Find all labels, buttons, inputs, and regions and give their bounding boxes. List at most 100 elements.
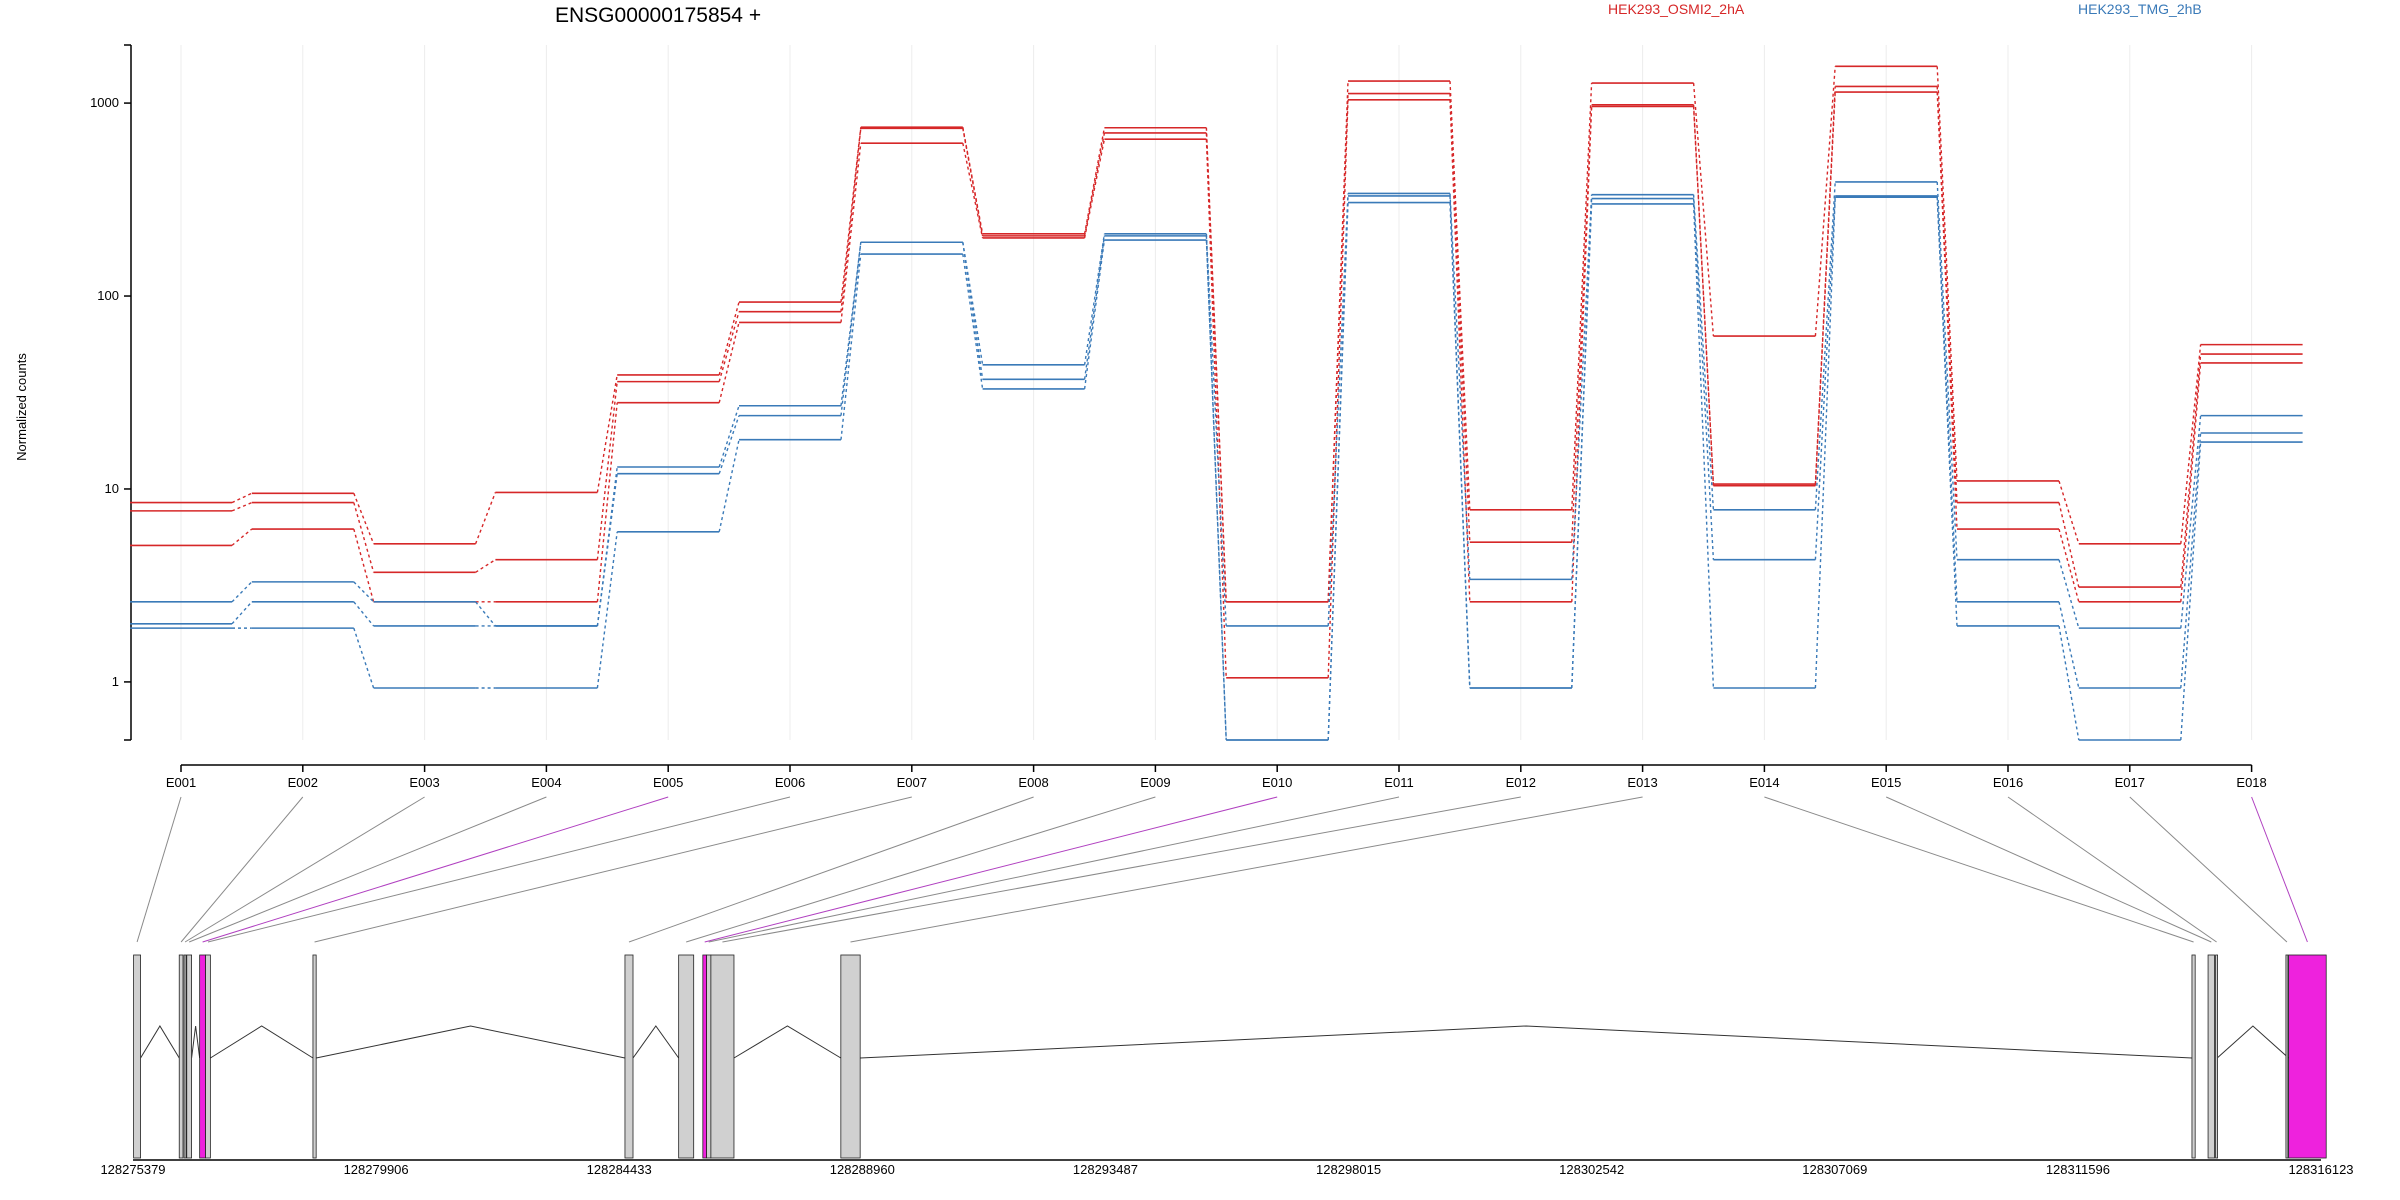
data-connector [1449, 99, 1471, 602]
x-tick-label: E017 [2115, 775, 2145, 790]
data-connector [962, 242, 984, 380]
data-connector [718, 301, 740, 376]
gene-model [133, 954, 2327, 1159]
data-connector [475, 559, 496, 573]
data-connector [1083, 233, 1106, 365]
exon-connector [2129, 796, 2288, 943]
x-tick-label: E013 [1627, 775, 1657, 790]
data-connector [2180, 354, 2202, 588]
genomic-tick-label: 128302542 [1559, 1162, 1624, 1177]
x-tick-label: E014 [1749, 775, 1779, 790]
x-tick-label: E001 [166, 775, 196, 790]
exon-box [2215, 954, 2218, 1159]
exon-box [710, 954, 735, 1159]
genomic-tick-label: 128284433 [587, 1162, 652, 1177]
data-connector [1449, 81, 1471, 510]
x-tick-label: E010 [1262, 775, 1292, 790]
exon-box [2285, 954, 2289, 1159]
data-connector [1571, 104, 1593, 543]
exon-box [706, 954, 712, 1159]
x-tick-label: E016 [1993, 775, 2023, 790]
data-connector [231, 601, 253, 625]
y-tick-label: 1 [112, 674, 119, 689]
x-tick-label: E011 [1384, 775, 1413, 790]
data-connector [2180, 344, 2202, 544]
exon-connector [704, 796, 1278, 943]
data-connector [962, 142, 984, 239]
exon-box [2191, 954, 2196, 1159]
data-connector [2058, 480, 2080, 544]
data-connector [1936, 92, 1958, 530]
exon-box [312, 954, 317, 1159]
y-axis-label: Normalized counts [14, 353, 29, 461]
data-connector [353, 601, 375, 627]
series-HEK293_OSMI2_2hA [130, 85, 2303, 603]
intron [210, 1025, 314, 1059]
data-connector [231, 501, 253, 512]
data-connector [596, 531, 618, 689]
data-connector [718, 415, 740, 474]
x-tick-label: E006 [775, 775, 805, 790]
intron [140, 1025, 180, 1059]
series-lines [130, 65, 2303, 741]
data-connector [718, 405, 740, 468]
exon-connector [202, 796, 669, 943]
data-connector [2058, 502, 2080, 588]
genomic-tick-label: 128311596 [2046, 1162, 2110, 1177]
data-connector [596, 374, 618, 493]
legend-label-b: HEK293_TMG_2hB [2078, 1, 2202, 17]
data-connector [1327, 202, 1349, 741]
x-tick-label: E002 [288, 775, 318, 790]
intron [632, 1025, 680, 1059]
data-connector [718, 439, 740, 532]
exon-axis: E001 E002 E003 E004 E005 E006 E007 E008 E009 E010… [166, 764, 2267, 790]
data-connector [1571, 83, 1593, 510]
data-connector [1692, 203, 1715, 689]
data-connector [1936, 181, 1958, 560]
data-connector [1571, 203, 1593, 689]
exon-box [678, 954, 695, 1159]
data-connector [1571, 106, 1593, 602]
exon-box [183, 954, 187, 1159]
exon-box [186, 954, 192, 1159]
data-connector [1327, 193, 1349, 626]
data-connector [962, 127, 984, 234]
genomic-tick-label: 128298015 [1316, 1162, 1381, 1177]
exon-connector [628, 796, 1034, 943]
data-connector [962, 128, 984, 237]
data-connector [1449, 202, 1471, 689]
exon-connector [180, 796, 304, 943]
exon-box [624, 954, 634, 1159]
intron [316, 1025, 626, 1059]
intron [733, 1025, 842, 1059]
data-connector [2058, 625, 2080, 741]
x-tick-label: E018 [2236, 775, 2266, 790]
x-tick-label: E009 [1140, 775, 1170, 790]
data-connector [2058, 559, 2080, 629]
series-HEK293_OSMI2_2hA [130, 65, 2303, 603]
x-tick-label: E007 [897, 775, 927, 790]
data-connector [1692, 198, 1715, 560]
data-connector [1083, 139, 1106, 239]
data-connector [718, 322, 740, 403]
genomic-tick-label: 128275379 [100, 1162, 165, 1177]
intron [2216, 1025, 2289, 1059]
data-connector [1814, 92, 1836, 486]
x-tick-label: E015 [1871, 775, 1901, 790]
data-connector [840, 253, 862, 440]
data-connector [353, 493, 375, 545]
data-connector [474, 492, 497, 545]
data-connector [1571, 194, 1593, 580]
data-connector [353, 581, 375, 603]
chart-title: ENSG00000175854 + [555, 4, 761, 27]
data-connector [2180, 442, 2202, 741]
exon-box [178, 954, 184, 1159]
exon-connector [850, 796, 1643, 943]
exon-box [702, 954, 707, 1159]
exon-connector [2251, 796, 2308, 943]
data-connector [475, 601, 496, 627]
data-connector [2180, 432, 2202, 689]
data-connector [1936, 66, 1958, 482]
data-connector [1327, 99, 1349, 678]
